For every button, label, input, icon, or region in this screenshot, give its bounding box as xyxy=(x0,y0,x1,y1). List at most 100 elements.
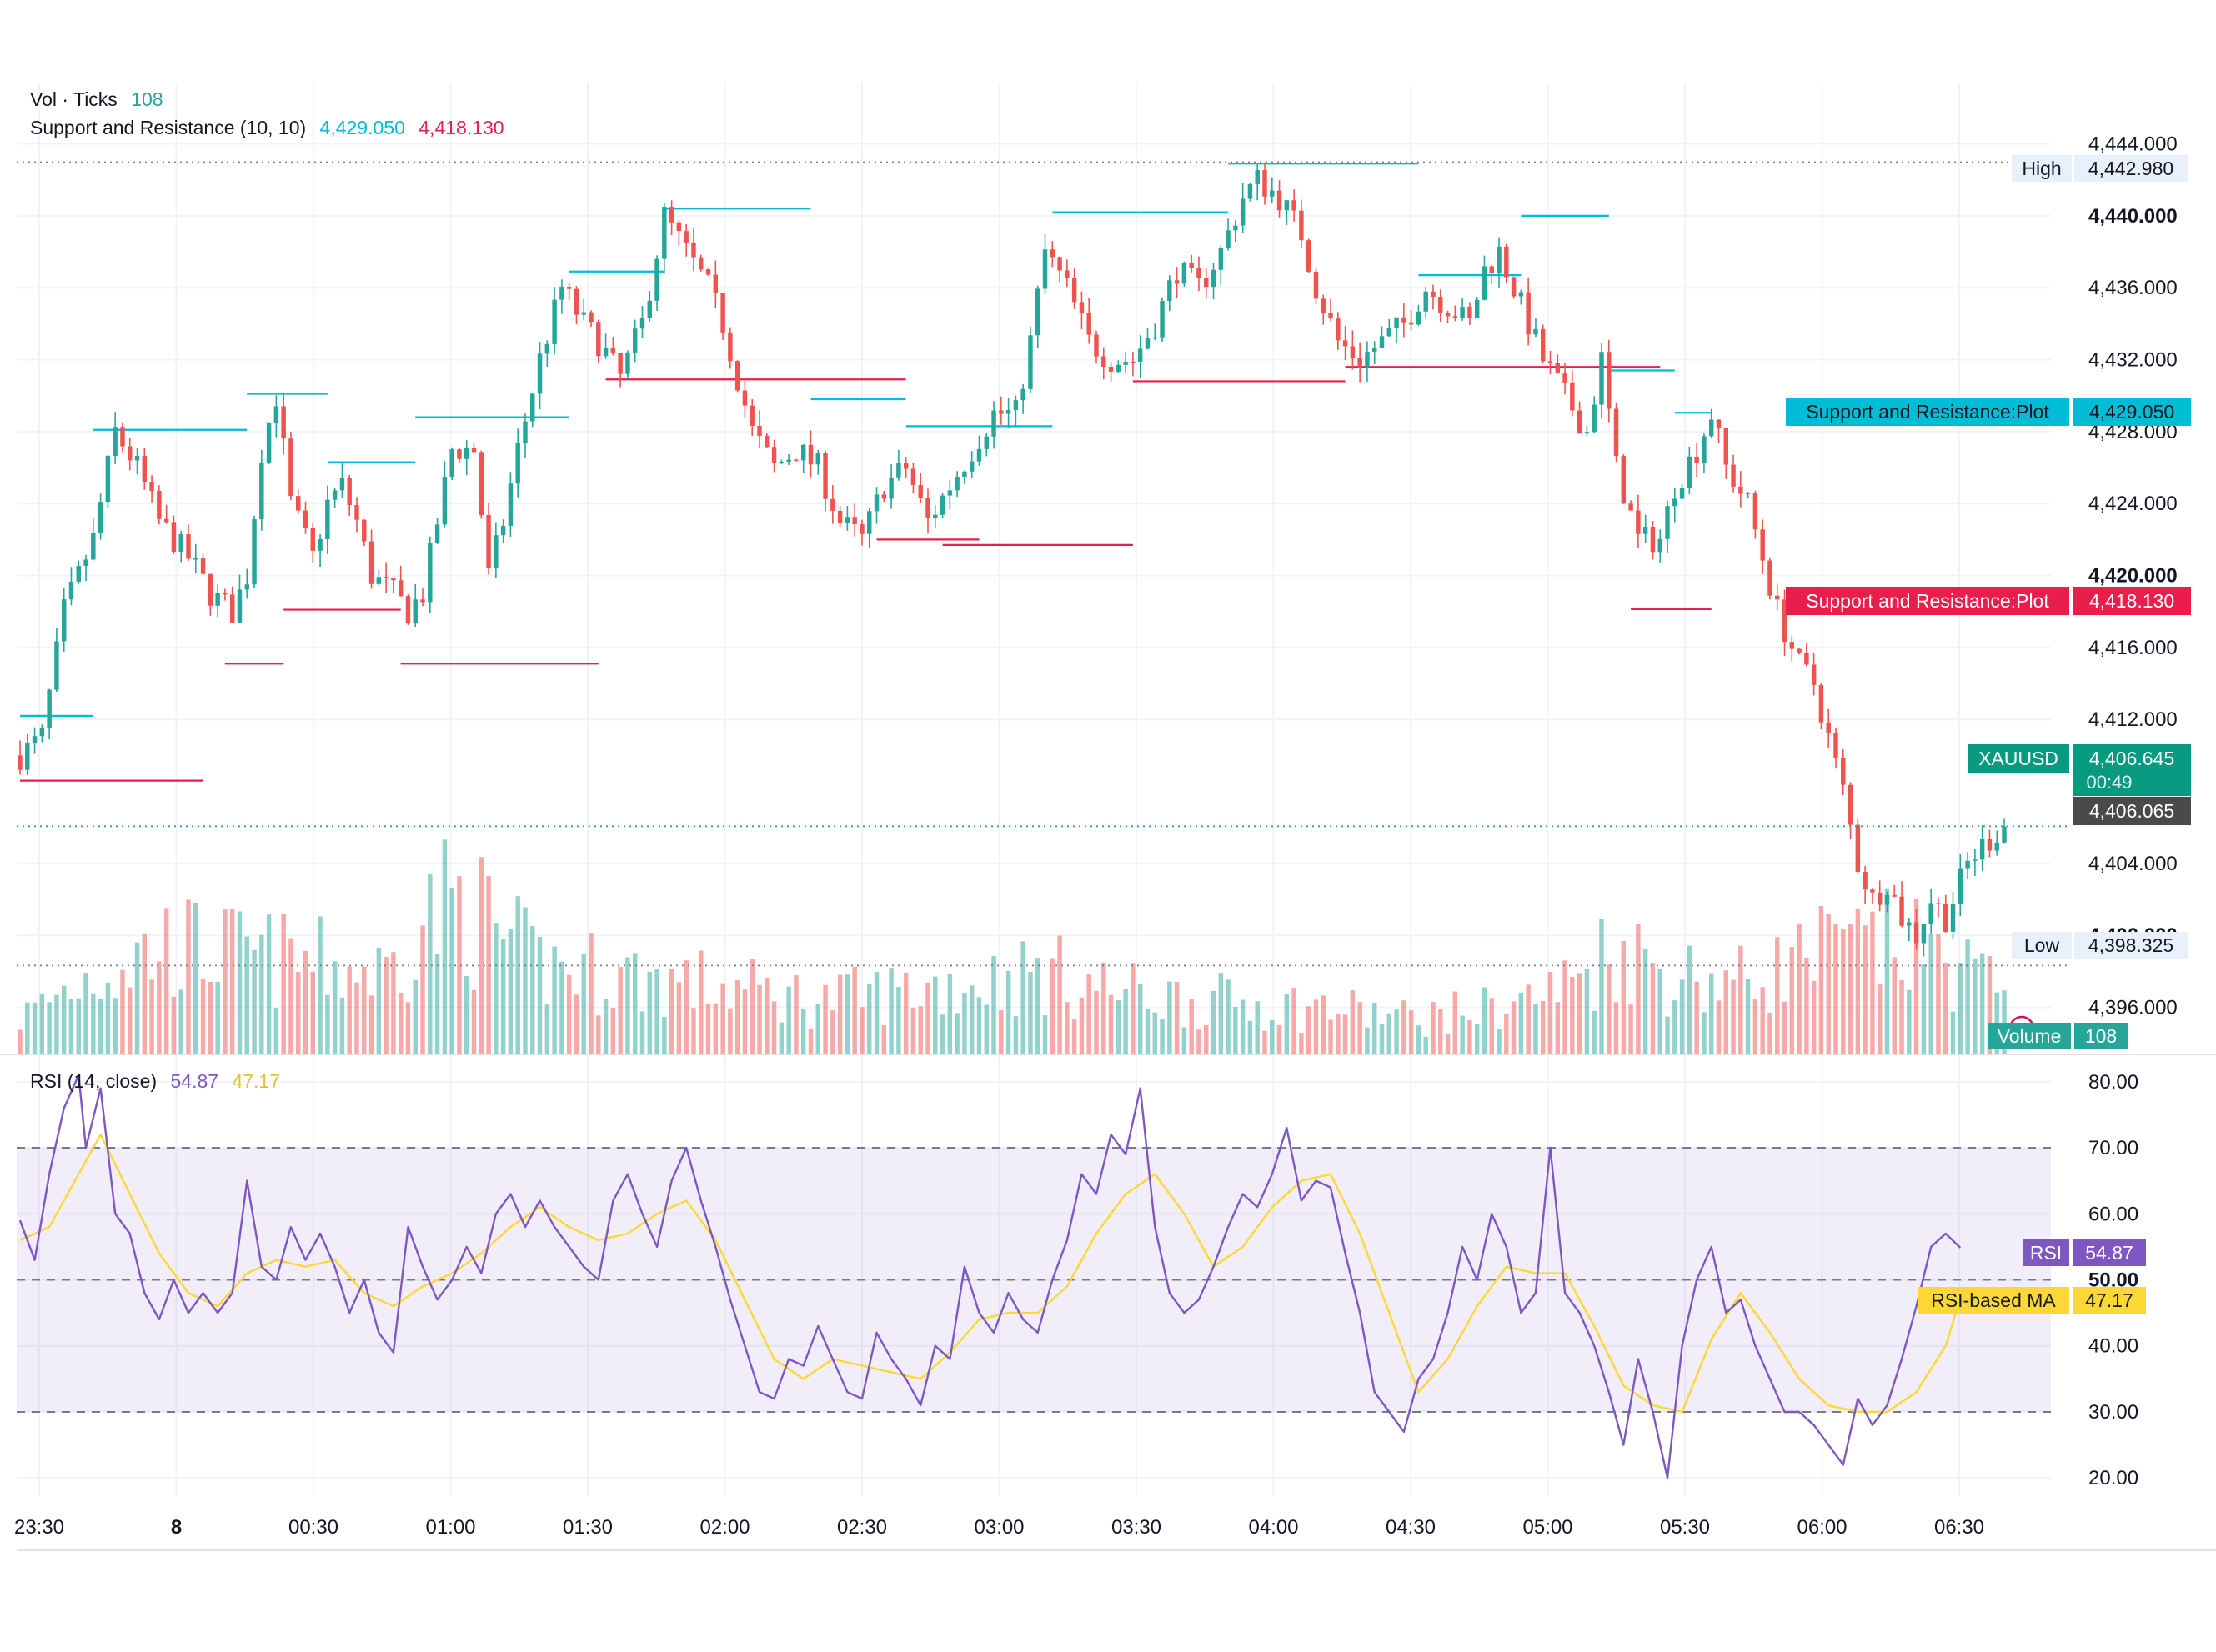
candle-body xyxy=(384,577,389,578)
candle-body xyxy=(823,453,828,499)
volume-bar xyxy=(1599,919,1604,1054)
volume-bar xyxy=(1526,984,1531,1054)
volume-bar xyxy=(54,994,59,1054)
volume-bar xyxy=(823,984,828,1054)
candle-body xyxy=(515,443,520,484)
candle-body xyxy=(25,743,30,770)
price-axis[interactable]: 4,444.000 4,440.000 4,436.000 4,432.000 4,42… xyxy=(2088,133,2178,1019)
candle-body xyxy=(537,353,543,394)
volume-bar xyxy=(1071,1019,1077,1054)
volume-bar xyxy=(1518,992,1524,1054)
candle-body xyxy=(523,421,528,443)
volume-bar xyxy=(1005,970,1011,1054)
candle-body xyxy=(1321,298,1326,313)
candle-body xyxy=(1936,903,1941,904)
volume-bar xyxy=(1379,1023,1385,1054)
price-tick-label: 4,432.000 xyxy=(2088,349,2178,372)
volume-bar xyxy=(1921,964,1927,1054)
volume-bar xyxy=(318,916,323,1054)
candle-body xyxy=(1979,838,1985,860)
candle-body xyxy=(1189,263,1194,268)
low-tag-label: Low xyxy=(2024,934,2060,956)
volume-bar xyxy=(669,968,674,1054)
candle-body xyxy=(1752,493,1758,530)
candle-body xyxy=(632,328,638,353)
volume-bar xyxy=(1013,1016,1019,1054)
rsi-tick-label: 80.00 xyxy=(2088,1071,2138,1094)
candle-body xyxy=(266,423,272,463)
volume-bar xyxy=(860,1007,865,1054)
candle-body xyxy=(244,584,249,590)
volume-bar xyxy=(1672,1000,1677,1054)
svg-text:RSI (14, close) 54.87: RSI (14, close) 54.87 47.17 xyxy=(30,1070,280,1092)
volume-bar xyxy=(969,985,975,1054)
candle-body xyxy=(1050,249,1055,258)
candle-body xyxy=(734,361,740,391)
volume-bar xyxy=(91,993,96,1054)
candle-body xyxy=(128,446,133,461)
candle-body xyxy=(1342,340,1348,347)
candle-body xyxy=(339,478,345,491)
volume-bar xyxy=(471,989,477,1054)
volume-bar xyxy=(1892,957,1897,1054)
time-axis[interactable]: 23:30 8 00:30 01:00 01:30 02:00 02:30 03:00 03:3… xyxy=(14,1516,1984,1539)
volume-bar xyxy=(1482,987,1487,1054)
volume-bar xyxy=(273,1008,279,1054)
volume-bar xyxy=(186,899,191,1054)
candle-body xyxy=(83,559,88,566)
volume-bar xyxy=(1306,1006,1311,1054)
candle-body xyxy=(1357,358,1362,368)
volume-bar xyxy=(1116,1000,1121,1054)
legend-rsi-label: RSI (14, close) xyxy=(30,1070,157,1092)
legend-sr-label: Support and Resistance (10, 10) xyxy=(30,117,306,138)
volume-bar xyxy=(1460,1015,1465,1054)
candle-body xyxy=(486,514,491,568)
volume-bar xyxy=(464,975,469,1054)
volume-bar xyxy=(918,1006,923,1054)
volume-bar xyxy=(1342,1014,1348,1054)
volume-bar xyxy=(1584,969,1590,1054)
volume-bar xyxy=(1497,1029,1502,1054)
candle-body xyxy=(1540,328,1546,362)
volume-bar xyxy=(113,998,118,1054)
candle-body xyxy=(479,452,484,515)
candle-body xyxy=(32,736,38,743)
volume-bar xyxy=(676,982,682,1054)
volume-bar xyxy=(1423,1036,1428,1054)
volume-bar xyxy=(889,968,894,1054)
volume-bar xyxy=(494,923,499,1054)
volume-bar xyxy=(1408,1010,1414,1054)
candle-body xyxy=(54,641,59,690)
volume-bar xyxy=(1467,1019,1472,1054)
volume-bar xyxy=(120,969,125,1054)
candle-body xyxy=(1657,538,1662,553)
candle-body xyxy=(332,490,338,500)
price-tick-label: 4,420.000 xyxy=(2088,565,2178,588)
candle-body xyxy=(1943,903,1948,932)
volume-bar xyxy=(237,911,243,1054)
time-tick-label: 05:30 xyxy=(1660,1516,1710,1539)
candle-body xyxy=(229,594,235,623)
volume-bar xyxy=(68,999,74,1054)
candle-body xyxy=(1028,335,1033,389)
legend-sr-resistance: 4,429.050 xyxy=(320,117,405,138)
volume-bar xyxy=(1438,1009,1443,1054)
time-tick-label: 03:00 xyxy=(974,1516,1024,1539)
volume-bar xyxy=(288,938,293,1054)
low-tag: Low 4,398.325 xyxy=(2012,932,2188,959)
candle-body xyxy=(639,318,645,329)
volume-bar xyxy=(618,967,623,1054)
volume-bar xyxy=(1152,1012,1157,1054)
volume-bar xyxy=(325,994,330,1054)
time-tick-label: 06:30 xyxy=(1934,1516,1984,1539)
price-tick-label: 4,412.000 xyxy=(2088,708,2178,731)
volume-bar xyxy=(208,981,213,1054)
candle-body xyxy=(1394,317,1399,328)
candle-body xyxy=(1123,361,1128,365)
volume-bar xyxy=(691,1008,696,1054)
candle-body xyxy=(252,519,257,585)
candle-body xyxy=(699,257,704,270)
volume-bar xyxy=(83,973,88,1054)
